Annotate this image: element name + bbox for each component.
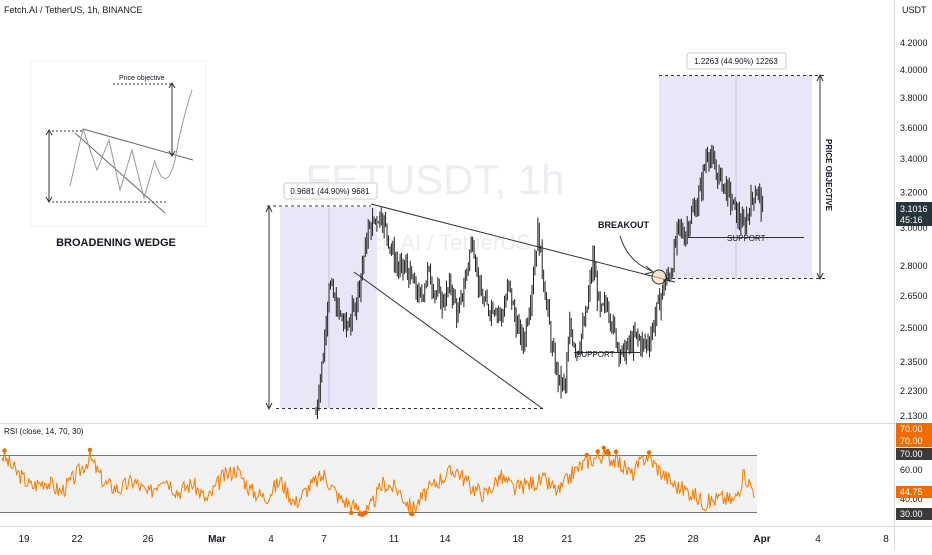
price-tick-1: 4.0000: [900, 65, 928, 75]
inset-title: BROADENING WEDGE: [56, 237, 176, 249]
rsi-extreme-dot: [2, 448, 7, 453]
rsi-tag-upper-a: 70.00: [896, 423, 932, 435]
svg-text:70.00: 70.00: [900, 449, 923, 459]
time-label-3: Mar: [208, 534, 226, 545]
rsi-extreme-dot: [613, 449, 619, 454]
rsi-extreme-dot: [646, 450, 652, 455]
price-tick-12: 2.1300: [900, 411, 928, 421]
price-tick-11: 2.2300: [900, 386, 928, 396]
breakout-arrowhead: [644, 265, 655, 275]
svg-text:0.9681 (44.90%) 9681: 0.9681 (44.90%) 9681: [290, 187, 370, 196]
breakout-circle[interactable]: [651, 269, 667, 285]
candles[interactable]: [315, 144, 764, 420]
price-tick-9: 2.5000: [900, 323, 928, 333]
rsi-extreme-dot: [584, 452, 589, 458]
wedge-lower-line[interactable]: [353, 271, 544, 410]
wedge-upper-line[interactable]: [370, 203, 676, 283]
price-tick-10: 2.3500: [900, 357, 928, 367]
rsi-tag-lower: 30.00: [896, 508, 932, 520]
right-height-arrow: [816, 73, 824, 281]
time-label-14: 8: [883, 534, 889, 545]
breakout-label: BREAKOUT: [598, 220, 650, 230]
price-tick-6: 3.0000: [900, 223, 928, 233]
time-label-5: 7: [321, 534, 327, 545]
last-price-value: 3.1016: [900, 204, 928, 214]
time-label-6: 11: [389, 534, 400, 545]
time-label-1: 22: [71, 534, 83, 545]
price-axis[interactable]: 4.2000 4.0000 3.8000 3.6000 3.4000 3.2000 3.00…: [900, 38, 928, 421]
rsi-tag-current: 44.75: [896, 486, 932, 498]
price-tick-8: 2.6500: [900, 291, 928, 301]
price-tick-0: 4.2000: [900, 38, 928, 48]
rsi-extreme-dot: [595, 449, 600, 454]
rsi-extreme-dots: [2, 445, 652, 518]
rsi-axis-40: 40.00: [900, 494, 923, 504]
price-tick-4: 3.4000: [900, 154, 928, 164]
price-objective-vertical-label: PRICE OBJECTIVE: [824, 139, 833, 212]
price-tick-2: 3.8000: [900, 93, 928, 103]
time-label-9: 21: [561, 534, 573, 545]
countdown-value: 45:16: [900, 215, 923, 225]
price-tick-7: 2.8000: [900, 261, 928, 271]
rsi-extreme-dot: [601, 445, 607, 451]
price-tick-3: 3.6000: [900, 123, 928, 133]
time-label-0: 19: [18, 534, 30, 545]
rsi-extreme-dot: [363, 510, 368, 515]
inset-price-objective-label: Price objective: [119, 75, 165, 82]
breakout-arrow: [619, 235, 653, 272]
symbol-info[interactable]: Fetch.AI / TetherUS, 1h, BINANCE: [4, 5, 142, 15]
svg-text:44.75: 44.75: [900, 487, 923, 497]
time-axis[interactable]: 19 22 26 Mar 4 7 11 14 18 21 25 28 Apr 4 8: [18, 534, 889, 545]
rsi-extreme-dot: [606, 451, 611, 456]
rsi-extreme-dot: [87, 447, 93, 453]
time-label-7: 14: [439, 534, 451, 545]
svg-text:1.2263 (44.90%) 12263: 1.2263 (44.90%) 12263: [694, 57, 778, 66]
time-label-12: Apr: [753, 534, 770, 545]
rsi-extreme-dot: [348, 510, 354, 516]
right-measure-label[interactable]: 1.2263 (44.90%) 12263: [686, 52, 787, 70]
rsi-line[interactable]: [1, 447, 755, 517]
support-label-upper: SUPPORT: [727, 234, 766, 243]
rsi-extreme-dot: [409, 511, 415, 517]
time-label-2: 26: [142, 534, 154, 545]
left-measure-label[interactable]: 0.9681 (44.90%) 9681: [283, 182, 378, 200]
svg-text:70.00: 70.00: [900, 436, 923, 446]
last-price-tag: 3.1016 45:16: [896, 202, 932, 226]
currency-label: USDT: [902, 5, 927, 15]
price-tick-5: 3.2000: [900, 188, 928, 198]
rsi-axis-60: 60.00: [900, 465, 923, 475]
time-label-13: 4: [815, 534, 821, 545]
inset-illustration: [30, 60, 207, 227]
svg-text:30.00: 30.00: [900, 509, 923, 519]
time-label-10: 25: [634, 534, 646, 545]
time-label-11: 28: [687, 534, 699, 545]
time-label-8: 18: [512, 534, 524, 545]
rsi-tag-upper-c: 70.00: [896, 448, 932, 460]
rsi-tag-upper-b: 70.00: [896, 435, 932, 447]
support-label-lower: SUPPORT: [576, 350, 615, 359]
time-label-4: 4: [268, 534, 274, 545]
left-height-arrow: [265, 204, 273, 411]
rsi-label[interactable]: RSI (close, 14, 70, 30): [4, 427, 84, 436]
svg-text:70.00: 70.00: [900, 424, 923, 434]
